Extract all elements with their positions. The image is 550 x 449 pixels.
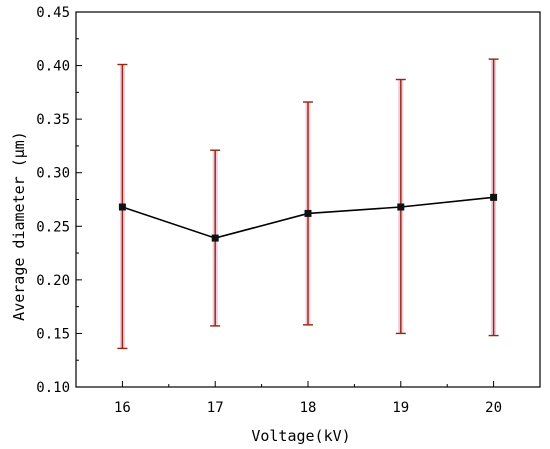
y-tick-label: 0.25: [36, 219, 70, 235]
y-axis-title: Average diameter (μm): [10, 131, 28, 321]
data-point: [211, 234, 219, 242]
x-axis-title: Voltage(kV): [251, 427, 350, 445]
y-tick-label: 0.35: [36, 112, 70, 128]
y-axis-ticks: 0.10 0.15 0.20 0.25 0.30 0.35 0.40 0.45: [36, 5, 82, 396]
y-tick-label: 0.30: [36, 166, 70, 182]
x-tick-label: 20: [485, 400, 502, 416]
y-tick-label: 0.15: [36, 326, 70, 342]
y-tick-label: 0.45: [36, 5, 70, 21]
data-point: [397, 203, 405, 211]
x-tick-label: 19: [392, 400, 409, 416]
data-point: [490, 193, 498, 201]
error-bars: [117, 58, 499, 350]
x-tick-label: 16: [114, 400, 131, 416]
markers: [118, 193, 498, 242]
data-point: [118, 203, 126, 211]
x-tick-label: 17: [207, 400, 224, 416]
x-tick-label: 18: [300, 400, 317, 416]
y-tick-label: 0.10: [36, 380, 70, 396]
y-tick-label: 0.20: [36, 273, 70, 289]
y-tick-label: 0.40: [36, 59, 70, 75]
x-axis-ticks: 16 17 18 19 20: [75, 381, 541, 416]
data-point: [304, 209, 312, 217]
